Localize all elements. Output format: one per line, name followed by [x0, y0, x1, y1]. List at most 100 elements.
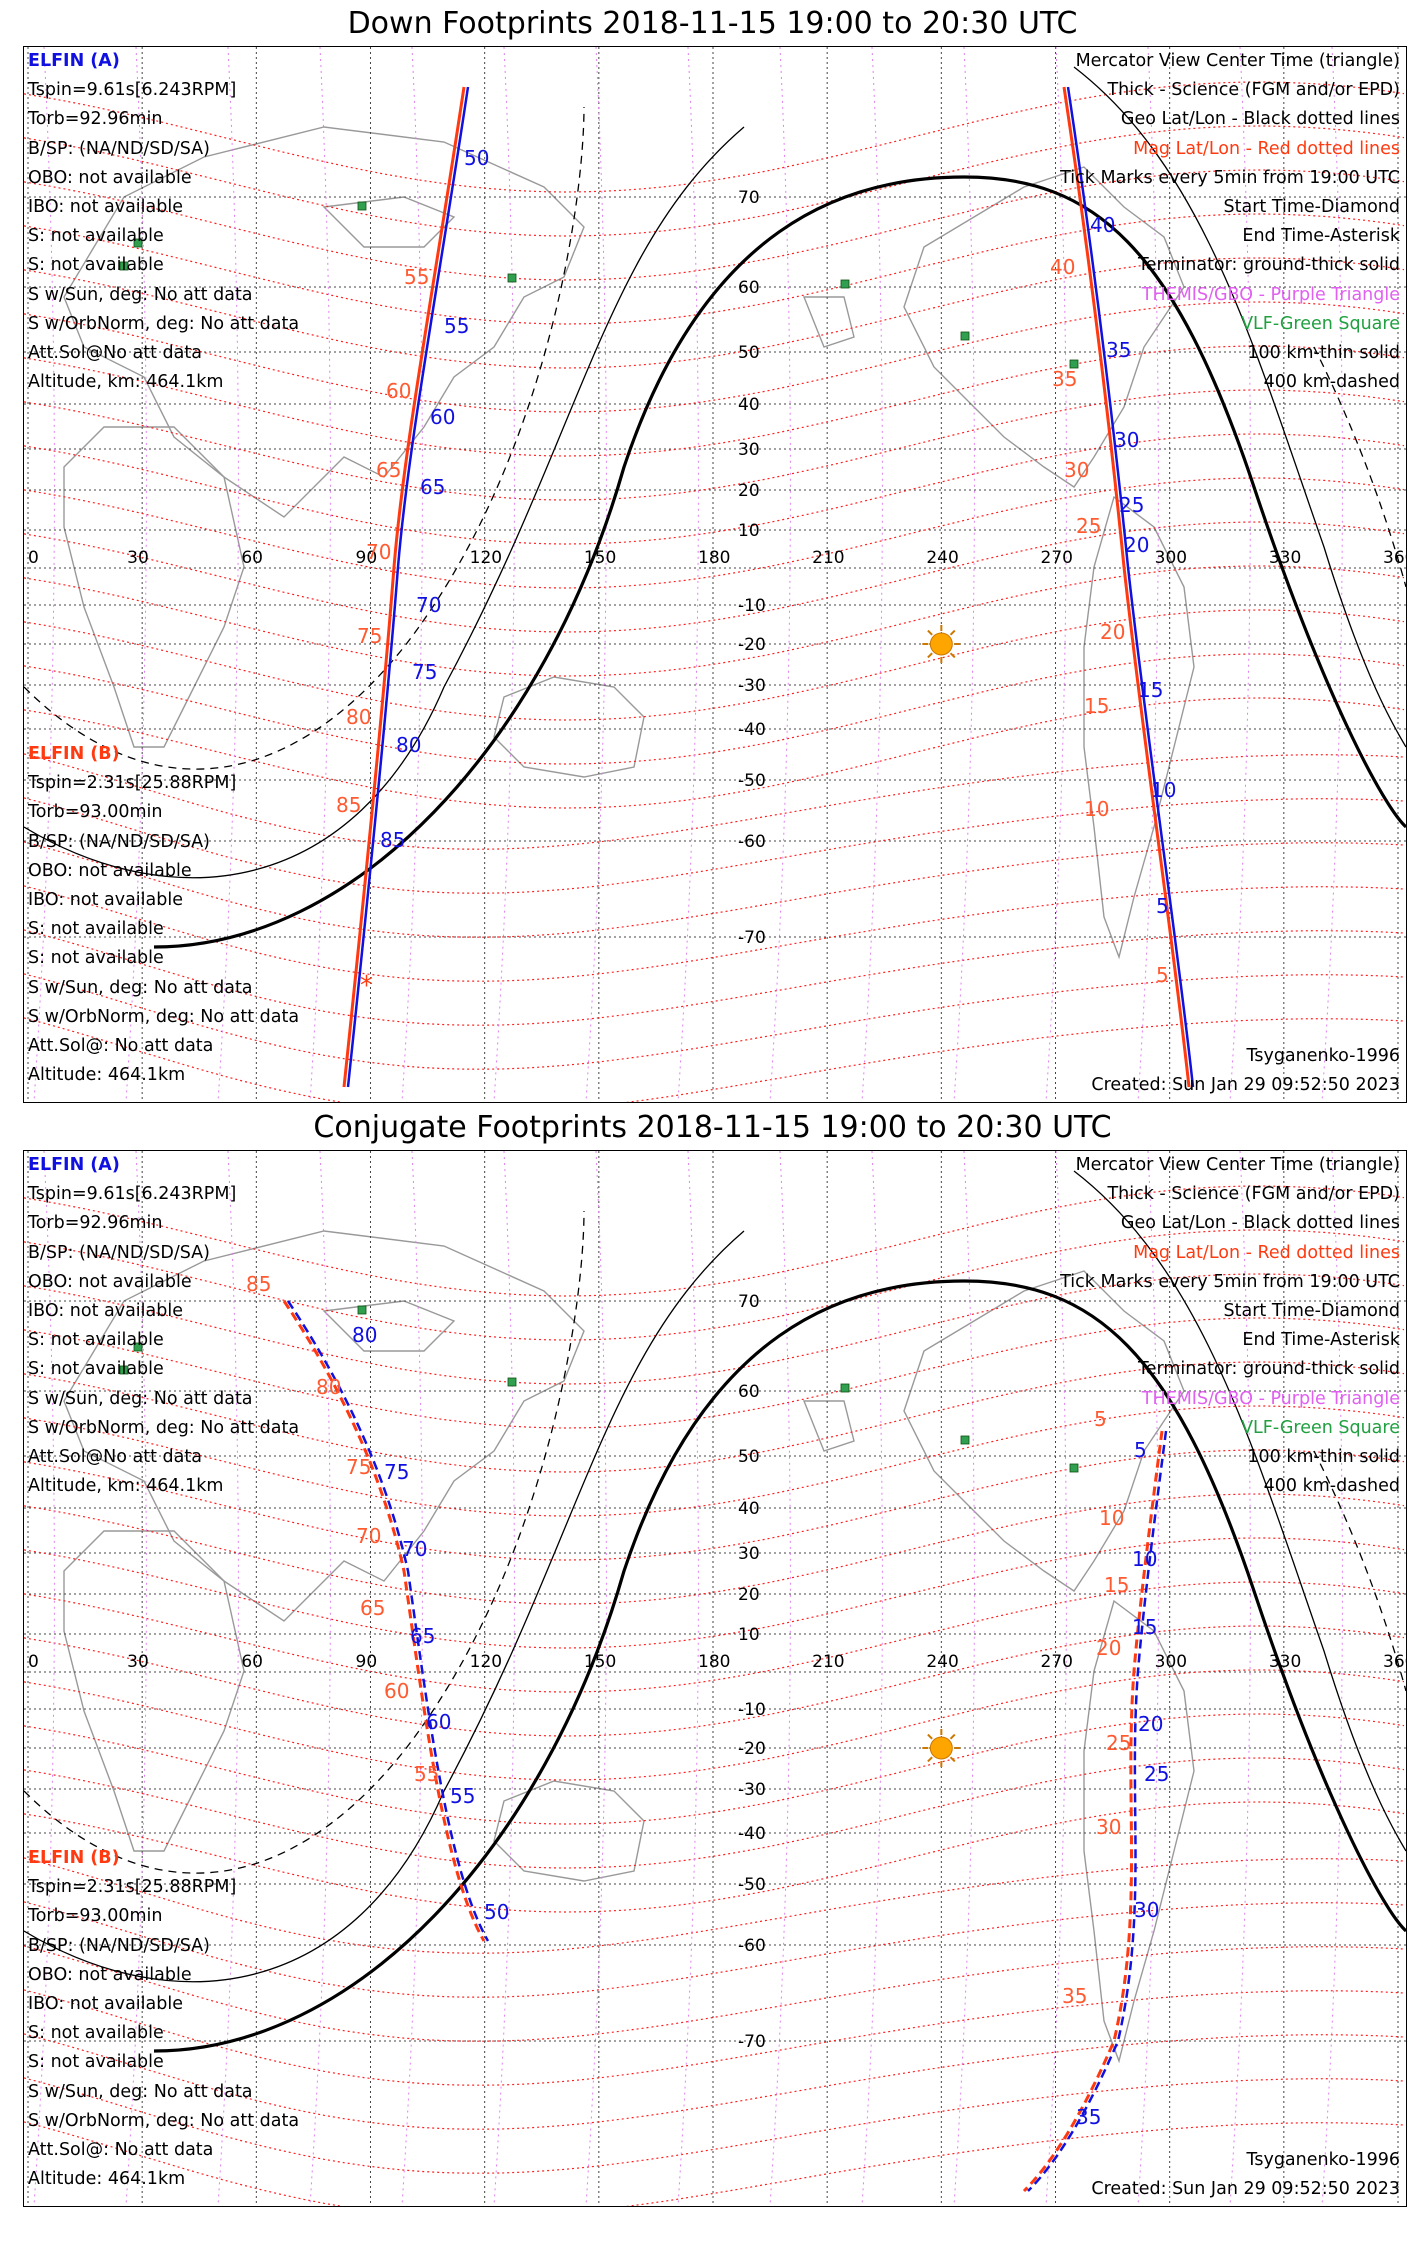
- lat-tick-label: -50: [738, 1875, 766, 1895]
- lat-tick-label: 50: [738, 343, 760, 363]
- panel-conjugate: 0 30 60 90 120 150 180 210 240 270 300 330 360 70 60 50…: [23, 1150, 1407, 2207]
- track-a-time-label: 5: [1134, 1438, 1147, 1462]
- track-a-time-label: 50: [484, 1900, 509, 1924]
- legend-line: Geo Lat/Lon - Black dotted lines: [1120, 109, 1400, 130]
- sc-b-info: ELFIN (B) Tspin=2.31s[25.88RPM] Torb=93.00…: [28, 1844, 299, 2194]
- sc-a-info-line: OBO: not available: [28, 1271, 192, 1292]
- lat-tick-label: -20: [738, 635, 766, 655]
- sc-b-info-line: S w/Sun, deg: No att data: [28, 2081, 253, 2102]
- sc-a-info-line: Tspin=9.61s[6.243RPM]: [28, 80, 237, 101]
- lat-tick-label: -40: [738, 720, 766, 740]
- vlf-square: [960, 331, 970, 341]
- sc-a-info-line: Torb=92.96min: [28, 1213, 163, 1234]
- sc-a-info-line: S: not available: [28, 255, 164, 276]
- mag-grid: [24, 81, 1405, 1102]
- sc-a-info-line: Att.Sol@No att data: [28, 1447, 202, 1468]
- lat-tick-label: 30: [738, 440, 760, 460]
- legend: Mercator View Center Time (triangle) Thic…: [1060, 1151, 1400, 1501]
- track-b-time-label: 40: [1050, 255, 1075, 279]
- lat-tick-label: 20: [738, 1585, 760, 1605]
- vlf-square: [1069, 1463, 1079, 1473]
- sc-b-info: ELFIN (B) Tspin=2.31s[25.88RPM] Torb=93.00…: [28, 740, 299, 1090]
- track-a-time-label: 50: [464, 146, 489, 170]
- vlf-square: [840, 279, 850, 289]
- lat-tick-label: -10: [738, 596, 766, 616]
- lat-tick-label: -30: [738, 676, 766, 696]
- lat-tick-label: 50: [738, 1447, 760, 1467]
- sc-b-info-line: Att.Sol@: No att data: [28, 2140, 214, 2161]
- sc-a-info-line: OBO: not available: [28, 167, 192, 188]
- sc-a-info-line: S w/Sun, deg: No att data: [28, 284, 253, 305]
- axis-labels: 0 30 60 90 120 150 180 210 240 270 300 330 360 70 60 50…: [28, 188, 1406, 948]
- model-name: Tsyganenko-1996: [1246, 1045, 1400, 1066]
- track-b-time-label: 35: [1052, 367, 1077, 391]
- lat-tick-label: -30: [738, 1780, 766, 1800]
- lat-tick-label: -60: [738, 832, 766, 852]
- track-a-time-label: 35: [1106, 338, 1131, 362]
- lat-tick-label: 40: [738, 395, 760, 415]
- sc-b-info-line: Tspin=2.31s[25.88RPM]: [28, 773, 237, 794]
- lat-tick-label: -70: [738, 2032, 766, 2052]
- lon-tick-label: 240: [926, 548, 958, 568]
- lat-tick-label: -60: [738, 1936, 766, 1956]
- track-b-time-label: 60: [386, 379, 411, 403]
- sc-b-name: ELFIN (B): [28, 744, 120, 764]
- sc-b-info-line: B/SP: (NA/ND/SD/SA): [28, 831, 210, 852]
- panel-down: 0306090120150180210240270300330360706050…: [23, 46, 1407, 1103]
- lon-tick-label: 90: [356, 548, 378, 568]
- sc-b-info-line: B/SP: (NA/ND/SD/SA): [28, 1935, 210, 1956]
- map-canvas: 0306090120150180210240270300330360706050…: [24, 47, 1406, 1102]
- mag-meridians: [33, 47, 1343, 1102]
- track-a-time-label: 10: [1151, 778, 1176, 802]
- sc-b-info-line: S: not available: [28, 919, 164, 940]
- legend-line: Terminator: ground-thick solid: [1137, 1359, 1400, 1380]
- lon-tick-label: 30: [127, 1652, 149, 1672]
- sc-b-info-line: S w/Sun, deg: No att data: [28, 977, 253, 998]
- track-b-labels: 55 60 65 70 75 80 85 40 35 30 25 20 15 10 5: [336, 255, 1169, 987]
- sc-b-info-line: S: not available: [28, 2023, 164, 2044]
- legend-line: 400 km-dashed: [1263, 372, 1400, 393]
- sun-icon: [922, 1729, 961, 1767]
- legend-line: Geo Lat/Lon - Black dotted lines: [1120, 1213, 1400, 1234]
- lat-tick-label: -40: [738, 1824, 766, 1844]
- map-canvas: 0306090120150180210240270300330360706050…: [24, 1151, 1406, 2206]
- track-a-time-label: 5: [1156, 894, 1169, 918]
- track-a-time-label: 25: [1144, 1762, 1169, 1786]
- lon-tick-label: 120: [470, 548, 502, 568]
- sc-a-info-line: Torb=92.96min: [28, 109, 163, 130]
- sc-a-info-line: B/SP: (NA/ND/SD/SA): [28, 138, 210, 159]
- track-b-time-label: 55: [404, 265, 429, 289]
- track-a-time-label: 65: [420, 475, 445, 499]
- lon-tick-label: 360: [1383, 1652, 1406, 1672]
- sc-b-info-line: Altitude: 464.1km: [28, 2169, 186, 2190]
- created-timestamp: Created: Sun Jan 29 09:52:50 2023: [1091, 1074, 1400, 1095]
- track-a-time-label: 75: [384, 1460, 409, 1484]
- sc-b-info-line: Torb=93.00min: [28, 802, 163, 823]
- footprint-tracks: [342, 86, 1195, 1088]
- sc-b-info-line: Tspin=2.31s[25.88RPM]: [28, 1877, 237, 1898]
- sc-a-info-line: Tspin=9.61s[6.243RPM]: [28, 1184, 237, 1205]
- lon-tick-label: 0: [28, 1652, 39, 1672]
- sc-a-info-line: Altitude, km: 464.1km: [28, 1476, 224, 1497]
- lat-tick-label: 70: [738, 1292, 760, 1312]
- sc-a-info-line: Altitude, km: 464.1km: [28, 372, 224, 393]
- legend-line: VLF-Green Square: [1241, 1417, 1400, 1438]
- lon-tick-label: 0: [28, 548, 39, 568]
- lon-tick-label: 360: [1383, 548, 1406, 568]
- legend-line: THEMIS/GBO - Purple Triangle: [1141, 284, 1400, 305]
- sc-b-info-line: S: not available: [28, 948, 164, 969]
- track-b-time-label: 10: [1099, 1506, 1124, 1530]
- sc-a-info-line: S: not available: [28, 1359, 164, 1380]
- track-a-time-label: 10: [1132, 1547, 1157, 1571]
- coastlines: [63, 1230, 1195, 2064]
- sc-a-info-line: IBO: not available: [28, 1301, 183, 1322]
- track-b-time-label: 65: [360, 1596, 385, 1620]
- axis-labels: 0 30 60 90 120 150 180 210 240 270 300 330 360 70 60 50…: [28, 1292, 1406, 2052]
- track-a-time-label: 80: [396, 733, 421, 757]
- track-a-time-label: 65: [410, 1624, 435, 1648]
- track-b-time-label: 75: [346, 1455, 371, 1479]
- sc-b-name: ELFIN (B): [28, 1848, 120, 1868]
- sc-b-info-line: Torb=93.00min: [28, 1906, 163, 1927]
